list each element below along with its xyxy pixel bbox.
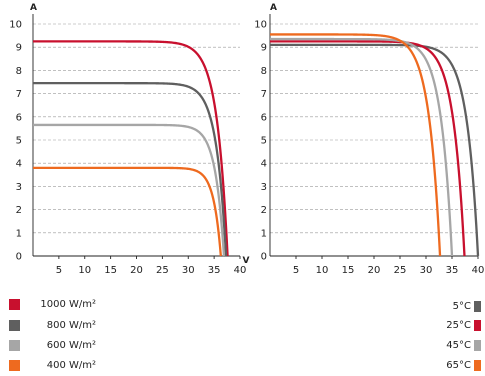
x-tick-label: 20 [130,265,143,276]
y-tick-label: 4 [261,159,267,170]
x-axis-unit: V [243,256,250,266]
y-tick-label: 9 [261,43,267,54]
y-tick-label: 8 [16,66,22,77]
y-tick-label: 3 [261,182,267,193]
y-tick-label: 6 [16,112,22,123]
x-tick-label: 25 [156,265,169,276]
y-axis-unit: A [30,3,37,13]
y-tick-label: 6 [261,112,267,123]
series-line-irradiance-3 [32,166,222,257]
y-tick-label: 0 [261,252,267,263]
x-tick-label: 15 [104,265,117,276]
x-tick-label: 35 [446,265,459,276]
x-tick-label: 30 [420,265,433,276]
y-tick-label: 4 [16,159,22,170]
series-line-irradiance-1 [32,82,228,257]
y-tick-label: 5 [261,136,267,147]
x-tick-label: 25 [394,265,407,276]
y-tick-label: 2 [261,205,267,216]
x-tick-label: 40 [234,265,247,276]
x-tick-label: 10 [316,265,329,276]
series-line-temperature-3 [269,33,442,257]
y-tick-label: 10 [254,20,267,31]
x-tick-label: 35 [208,265,221,276]
series-line-temperature-0 [269,43,480,257]
chart-irradiance: 0 1 2 3 4 5 6 7 8 9 10 5 10 15 20 25 30 35 40 A V [9,3,249,276]
x-tick-label: 20 [368,265,381,276]
series-line-temperature-2 [269,37,454,257]
series-line-irradiance-2 [32,123,226,257]
series-line-irradiance-0 [32,40,229,257]
y-tick-label: 1 [16,228,22,239]
y-tick-label: 8 [261,66,267,77]
y-axis-unit: A [270,3,277,13]
x-tick-label: 30 [182,265,195,276]
y-tick-label: 3 [16,182,22,193]
y-tick-label: 0 [16,252,22,263]
y-tick-label: 1 [261,228,267,239]
x-tick-label: 10 [78,265,91,276]
y-tick-label: 5 [16,136,22,147]
y-tick-label: 7 [16,89,22,100]
y-tick-label: 10 [9,20,22,31]
x-tick-label: 40 [472,265,485,276]
x-tick-label: 5 [56,265,62,276]
x-tick-label: 15 [342,265,355,276]
y-tick-label: 7 [261,89,267,100]
x-tick-label: 5 [293,265,299,276]
y-tick-label: 9 [16,43,22,54]
y-tick-label: 2 [16,205,22,216]
chart-temperature: 0 1 2 3 4 5 6 7 8 9 10 5 10 15 20 25 30 35 40 A [254,3,484,276]
series-line-temperature-1 [269,40,466,257]
